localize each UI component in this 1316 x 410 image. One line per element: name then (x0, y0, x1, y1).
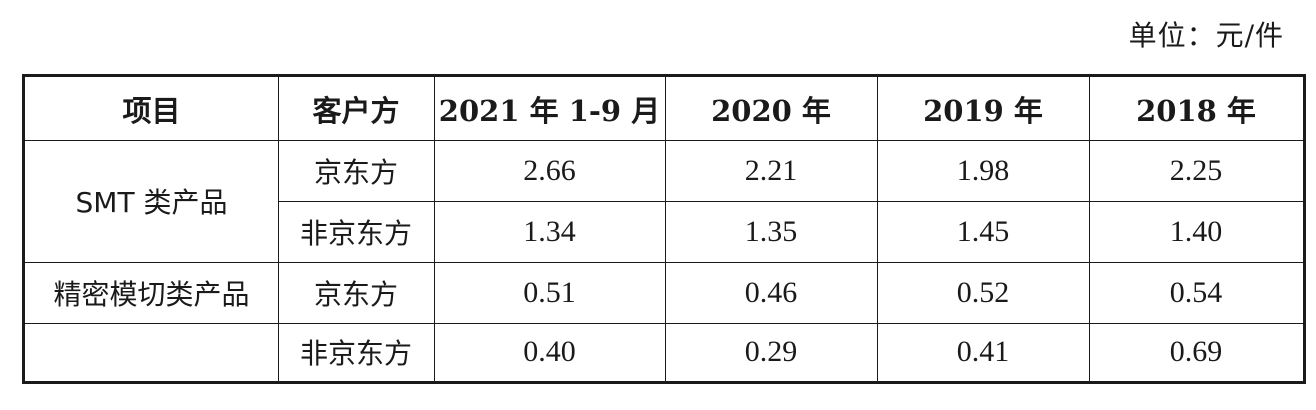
column-divider (434, 77, 435, 381)
header-2021: 2021 年 1-9 月 (438, 93, 661, 128)
customer-cell: 非京东方 (299, 216, 412, 250)
value-cell: 2.66 (523, 153, 576, 187)
row-divider (278, 201, 1303, 202)
value-cell: 0.54 (1169, 275, 1223, 309)
unit-label: 单位：元/件 (1128, 19, 1284, 52)
value-cell: 2.25 (1169, 153, 1223, 187)
value-cell: 0.69 (1169, 335, 1223, 368)
header-2020: 2020 年 (711, 93, 831, 128)
column-divider (665, 77, 666, 381)
value-cell: 1.34 (523, 214, 576, 248)
customer-cell: 京东方 (313, 277, 398, 311)
value-cell: 0.41 (956, 335, 1010, 368)
value-cell: 1.35 (744, 214, 798, 248)
value-cell: 0.52 (956, 275, 1010, 309)
header-customer: 客户方 (312, 93, 400, 128)
header-item: 项目 (122, 93, 181, 128)
group-label-die-cut: 精密模切类产品 (53, 277, 250, 311)
customer-cell: 京东方 (313, 155, 398, 189)
row-divider (25, 140, 1303, 141)
value-cell: 0.29 (744, 335, 798, 368)
column-divider (1089, 77, 1090, 381)
column-divider (278, 77, 279, 381)
value-cell: 1.45 (956, 214, 1010, 248)
value-cell: 2.21 (744, 153, 798, 187)
row-divider (25, 323, 1303, 324)
price-table: 项目 客户方 2021 年 1-9 月 2020 年 2019 年 2018 年… (22, 74, 1306, 384)
row-divider (25, 262, 1303, 263)
value-cell: 0.46 (744, 275, 798, 309)
value-cell: 1.98 (956, 153, 1010, 187)
header-2019: 2019 年 (923, 93, 1043, 128)
customer-cell: 非京东方 (299, 337, 412, 370)
group-label-smt: SMT 类产品 (75, 186, 228, 219)
header-2018: 2018 年 (1136, 93, 1256, 128)
value-cell: 1.40 (1169, 214, 1223, 248)
column-divider (877, 77, 878, 381)
value-cell: 0.40 (523, 335, 576, 368)
value-cell: 0.51 (523, 275, 576, 309)
